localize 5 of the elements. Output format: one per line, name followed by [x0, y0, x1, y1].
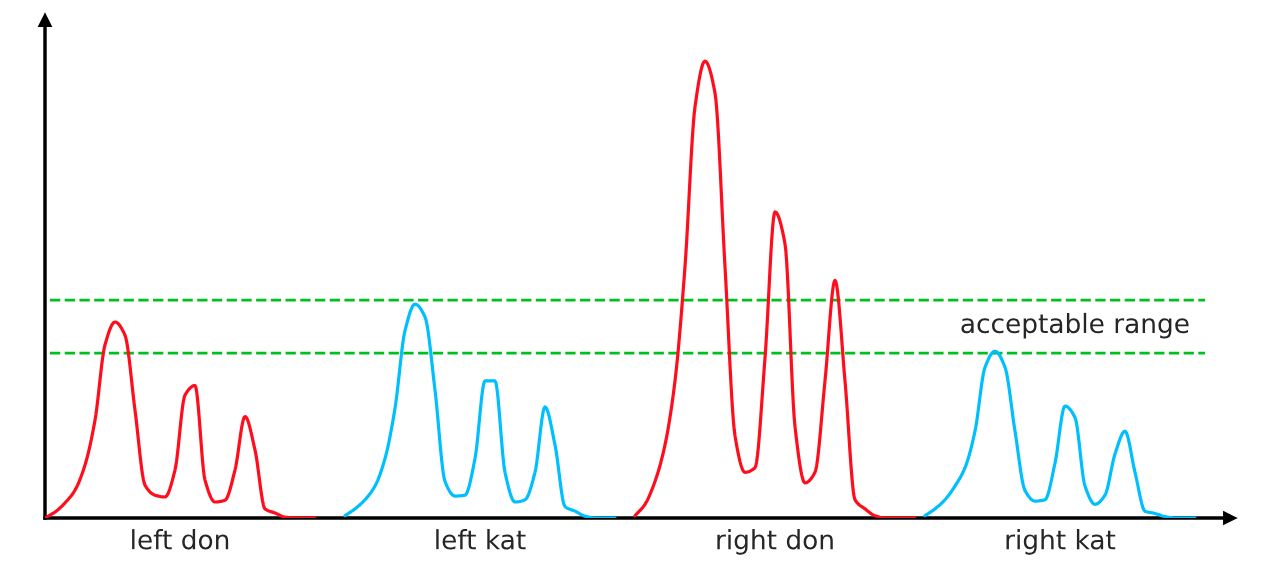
text: left kat — [436, 529, 526, 550]
text: right kat — [1006, 529, 1116, 555]
text: right don — [717, 529, 833, 555]
text: left don — [132, 529, 229, 550]
ref-line-label: acceptable range — [961, 312, 1189, 339]
